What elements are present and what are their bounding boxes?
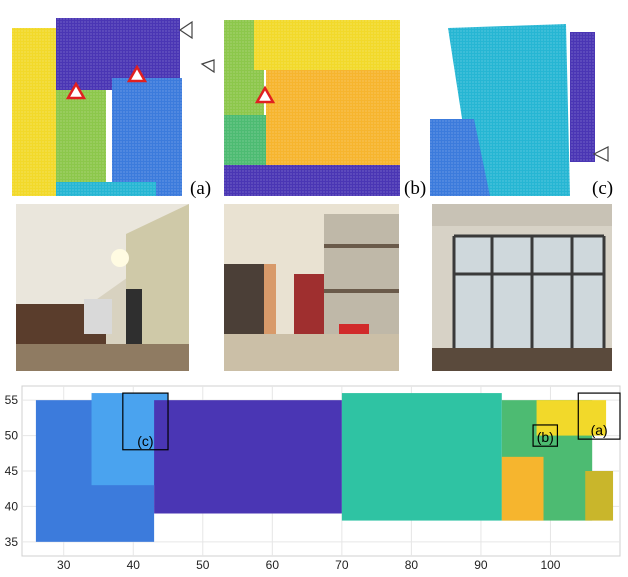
marker-triangle (254, 85, 276, 104)
callout-label: (b) (537, 429, 554, 445)
callout-label: (c) (137, 433, 153, 449)
callout-label: (a) (591, 422, 608, 438)
callout-frame (122, 392, 169, 451)
callout-box: (c) (122, 392, 169, 451)
y-tick-label: 55 (5, 393, 19, 407)
marker-triangle (126, 64, 148, 83)
region-orange (501, 456, 544, 521)
y-tick-label: 40 (5, 499, 19, 513)
map-axes: 30 40 50 60 70 80 90 100 35 40 45 50 55 (5, 393, 561, 572)
x-tick-label: 30 (57, 558, 71, 572)
callout-box: (a) (577, 392, 621, 440)
panel-b-pointcloud (224, 20, 400, 196)
panel-a-pointcloud (12, 18, 195, 196)
callout-frame (532, 424, 559, 447)
marker-triangle (65, 81, 87, 100)
photo-attic-storage (16, 204, 189, 371)
callout-box: (b) (532, 424, 559, 447)
y-tick-label: 50 (5, 429, 19, 443)
y-tick-label: 35 (5, 535, 19, 549)
x-tick-label: 60 (266, 558, 280, 572)
x-tick-label: 100 (540, 558, 560, 572)
camera-icon (592, 144, 612, 164)
panel-label-a: (a) (190, 178, 212, 199)
region-purple (154, 400, 342, 514)
overview-map: (c) (b) (a) 30 40 50 60 70 80 90 100 35 40 45 50 55 (0, 378, 628, 572)
x-tick-label: 70 (335, 558, 349, 572)
x-tick-label: 50 (196, 558, 210, 572)
panel-label-b: (b) (404, 178, 427, 199)
x-tick-label: 40 (127, 558, 141, 572)
region-yellow (536, 400, 607, 436)
x-tick-label: 80 (405, 558, 419, 572)
panel-label-c: (c) (592, 178, 614, 199)
x-tick-label: 90 (474, 558, 488, 572)
callout-frame (577, 392, 621, 440)
region-olive (585, 471, 614, 521)
map-callouts: (c) (b) (a) (122, 392, 621, 451)
photo-office-shelves (224, 204, 399, 371)
region-teal (341, 393, 502, 521)
camera-icon (200, 58, 220, 78)
y-tick-label: 45 (5, 464, 19, 478)
camera-icon (178, 20, 193, 40)
map-regions (35, 393, 614, 542)
panel-c-pointcloud (430, 24, 595, 196)
photo-glass-entrance (432, 204, 612, 371)
